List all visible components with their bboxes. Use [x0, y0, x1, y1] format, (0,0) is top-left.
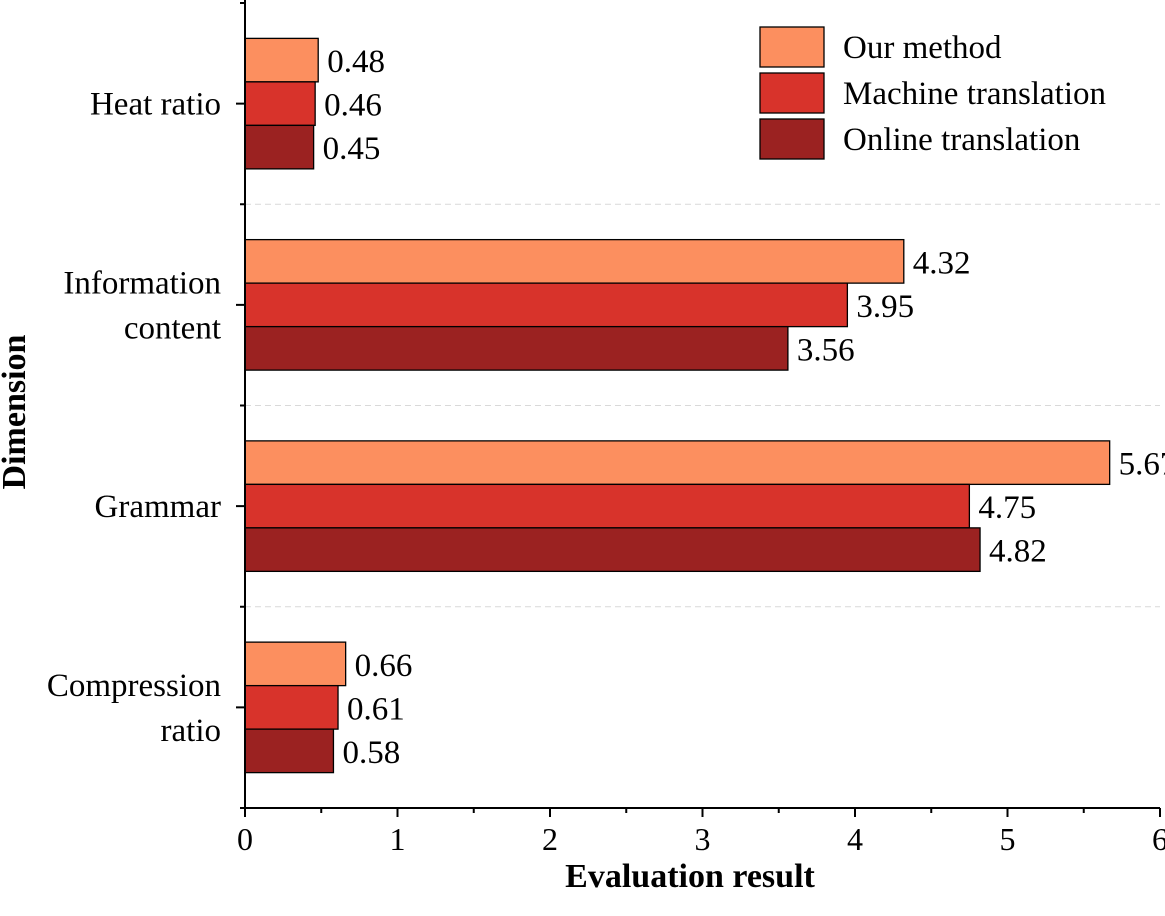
value-label: 3.56: [797, 332, 855, 368]
bar-our-method: [244, 238, 905, 284]
bar-machine-translation: [244, 282, 849, 328]
value-label: 0.61: [347, 691, 405, 727]
grid-lines: [245, 203, 1160, 608]
tick-labels: 0 1 2 3 4 5 6: [237, 821, 1165, 857]
legend: Our method Machine translation Online tran…: [759, 26, 1106, 160]
x-tick-label: 4: [847, 821, 863, 857]
value-label: 5.67: [1119, 447, 1165, 483]
bar-our-method: [244, 641, 347, 687]
bar-our-method: [244, 440, 1111, 486]
bar-our-method: [244, 37, 319, 83]
value-label: 0.45: [323, 131, 381, 167]
x-tick-label: 1: [390, 821, 406, 857]
category-labels: Heat ratio Information content Grammar Compr…: [47, 87, 221, 749]
value-label: 3.95: [856, 289, 914, 325]
category-label: Grammar: [95, 489, 221, 525]
bar-machine-translation: [244, 684, 339, 730]
value-label: 0.48: [327, 44, 385, 80]
legend-swatch: [759, 26, 825, 68]
x-tick-label: 5: [1000, 821, 1016, 857]
x-tick-label: 6: [1152, 821, 1165, 857]
y-axis-title: Dimension: [0, 334, 33, 489]
legend-label: Our method: [843, 30, 1002, 66]
legend-label: Machine translation: [843, 76, 1106, 112]
value-labels: 0.48 0.46 0.45 4.32 3.953.56 5.67 4.75 4.82 0.66…: [323, 44, 1165, 771]
category-label: Heat ratio: [90, 87, 221, 123]
value-label: 0.66: [355, 648, 413, 684]
x-tick-label: 3: [695, 821, 711, 857]
legend-swatch: [759, 72, 825, 114]
x-tick-label: 0: [237, 821, 253, 857]
category-label: Information content: [63, 265, 221, 346]
bars: [244, 37, 1111, 774]
x-tick-label: 2: [542, 821, 558, 857]
legend-label: Online translation: [843, 122, 1080, 158]
value-label: 4.75: [978, 490, 1036, 526]
bar-online-translation: [244, 527, 981, 573]
bar-machine-translation: [244, 81, 316, 127]
legend-swatch: [759, 118, 825, 160]
value-label: 0.58: [342, 735, 400, 771]
value-label: 0.46: [324, 88, 382, 124]
bar-machine-translation: [244, 483, 971, 529]
bar-online-translation: [244, 124, 315, 170]
axes: [236, 0, 1161, 817]
value-label: 4.32: [913, 245, 971, 281]
x-axis-title: Evaluation result: [565, 858, 815, 895]
value-label: 4.82: [989, 534, 1047, 570]
category-label: Compression ratio: [47, 668, 221, 749]
bar-online-translation: [244, 325, 789, 371]
bar-online-translation: [244, 728, 335, 774]
